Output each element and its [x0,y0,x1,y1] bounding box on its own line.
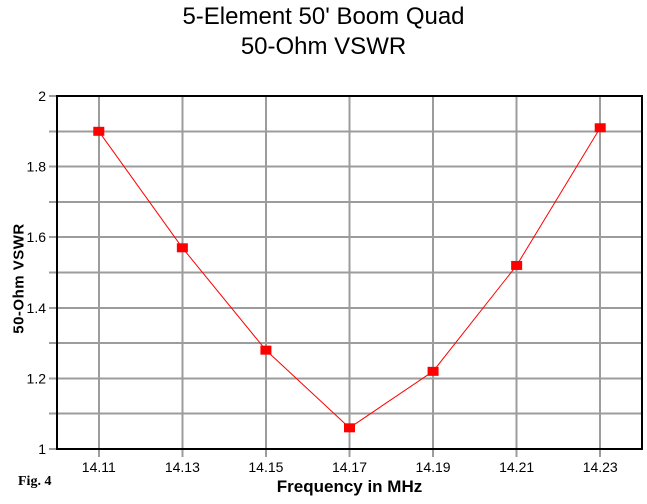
x-tick-label: 14.15 [248,459,283,475]
data-point-marker [344,423,355,433]
y-tick-label: 1.2 [27,370,47,386]
chart-title-line1: 5-Element 50' Boom Quad [182,3,465,30]
chart-title-line2: 50-Ohm VSWR [240,33,407,60]
x-tick-label: 14.21 [499,459,534,475]
data-point-marker [427,366,439,376]
y-tick-label: 1.6 [27,229,47,245]
figure-caption: Fig. 4 [18,474,52,489]
data-point-marker [511,260,523,270]
x-axis-title: Frequency in MHz [276,477,423,496]
x-tick-label: 14.19 [416,459,451,475]
chart-title: 5-Element 50' Boom Quad 50-Ohm VSWR [0,2,647,62]
y-axis-title: 50-Ohm VSWR [10,223,28,334]
x-tick-label: 14.23 [583,459,618,475]
x-tick-label: 14.13 [165,459,200,475]
x-tick-label: 14.17 [332,459,367,475]
y-tick-label: 2 [38,88,46,104]
data-point-marker [594,123,606,133]
y-tick-label: 1.8 [27,159,47,175]
plot-frame [56,95,643,450]
y-tick-label: 1 [38,441,46,457]
data-point-marker [176,243,188,253]
y-tick-label: 1.4 [27,300,47,316]
data-point-marker [93,126,105,136]
x-tick-label: 14.11 [82,459,116,475]
data-point-marker [260,345,272,355]
